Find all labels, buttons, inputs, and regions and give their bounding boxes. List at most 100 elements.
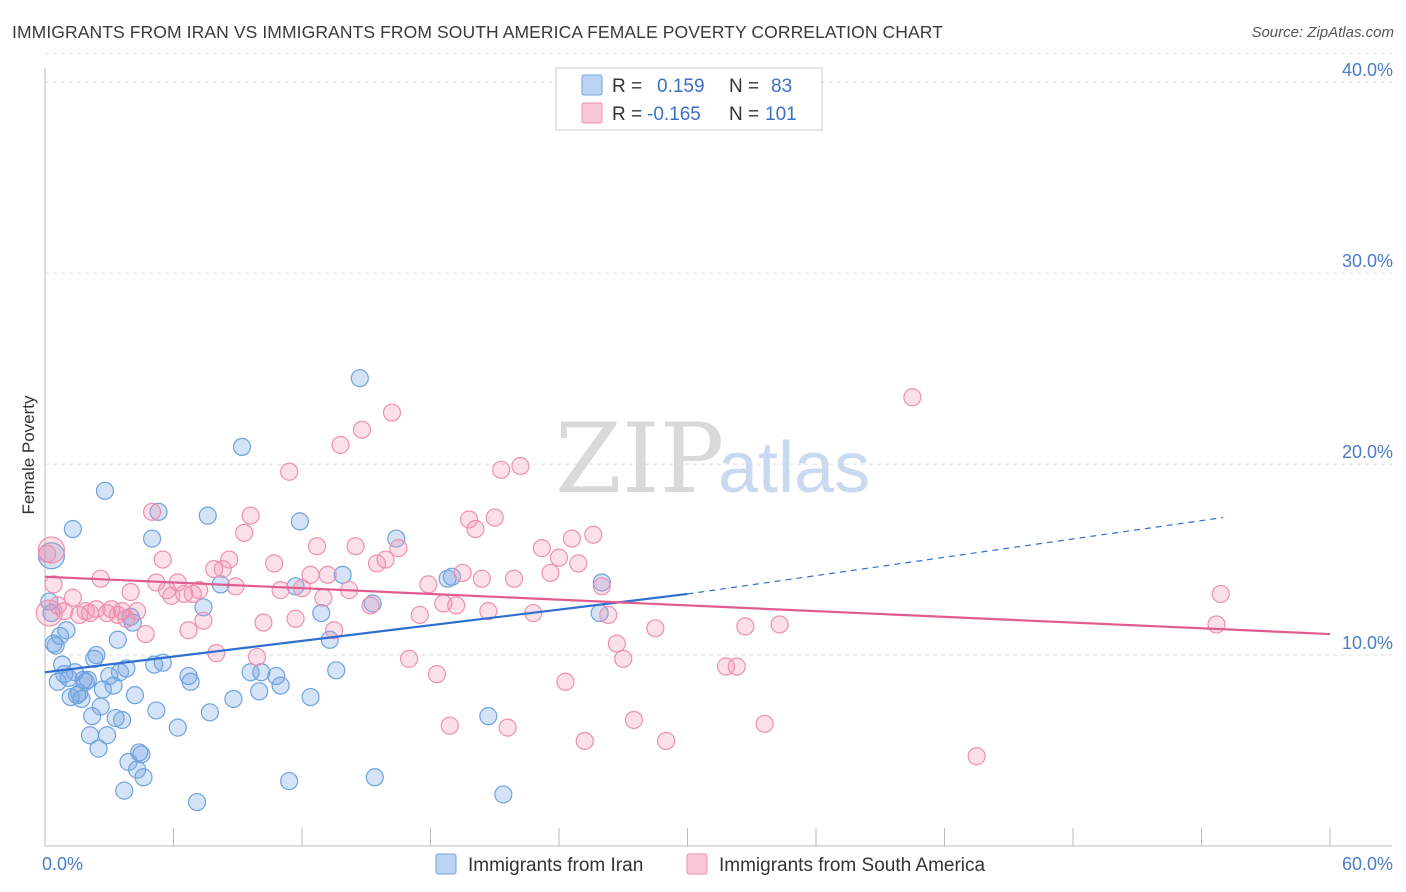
point-iran-72 [333,565,352,584]
point-south-america-17 [136,624,155,644]
legend-n-label-iran: N = [729,76,759,97]
point-south-america-63 [447,596,466,615]
trend-line-iran [44,592,688,674]
axes [44,68,1392,847]
point-south-america-37 [254,613,273,632]
point-south-america-68 [479,602,498,621]
point-iran-52 [181,672,200,691]
chart-title: IMMIGRANTS FROM IRAN VS IMMIGRANTS FROM … [12,22,944,42]
point-iran-5 [48,672,67,691]
grid-lines [45,53,1392,656]
point-iran-58 [224,689,243,709]
tick-labels: 10.0% 20.0% 30.0% 40.0% 0.0% 60.0% [42,60,1393,874]
point-south-america-15 [121,582,140,602]
point-iran-43 [132,745,151,764]
point-south-america-60 [427,665,447,684]
point-iran-67 [290,512,309,531]
point-iran-31 [106,708,125,728]
point-south-america-69 [485,508,504,527]
bottom-legend-label-iran: Immigrants from Iran [468,855,643,876]
point-south-america-75 [532,539,551,558]
point-south-america-46 [318,565,337,584]
point-south-america-47 [325,621,344,640]
point-south-america-92 [736,617,755,636]
point-iran-9 [57,621,76,640]
legend-r-value-iran: 0.159 [657,76,705,97]
legend-r-label-south-america: R = [612,104,642,125]
point-iran-48 [149,502,168,521]
point-iran-53 [187,792,207,812]
point-iran-27 [95,481,115,500]
point-south-america-39 [271,581,290,600]
point-iran-25 [91,697,110,716]
point-south-america-41 [286,609,305,628]
point-south-america-66 [466,519,485,539]
point-south-america-36 [247,647,267,667]
correlation-legend: R = 0.159 N = 83 R = -0.165 N = 101 [555,67,823,131]
point-south-america-58 [410,605,429,625]
legend-n-value-iran: 83 [771,76,792,97]
point-iran-45 [142,529,162,548]
legend-r-value-south-america: -0.165 [647,104,701,125]
point-iran-19 [78,670,97,689]
point-south-america-18 [142,502,162,521]
point-iran-66 [286,577,305,596]
point-south-america-57 [399,649,419,668]
point-south-america-94 [770,615,789,634]
trend-line-south-america [44,575,1331,636]
point-iran-40 [125,686,145,705]
point-iran-54 [194,598,213,617]
point-iran-65 [280,771,299,791]
point-iran-24 [89,739,108,758]
point-iran-29 [100,666,119,686]
point-iran-34 [112,710,132,730]
point-iran-75 [365,768,384,787]
point-south-america-98 [1211,584,1230,604]
point-south-america-53 [367,554,387,573]
point-south-america-86 [614,649,633,668]
point-south-america-54 [376,550,395,569]
trend-line-iran-extension [687,516,1224,595]
point-south-america-50 [346,537,365,556]
point-south-america-8 [87,600,106,619]
source-label: Source: ZipAtlas.com [1251,24,1394,41]
x-tick-label-1: 60.0% [1342,854,1393,874]
point-south-america-43 [301,565,320,584]
trend-lines [44,516,1331,674]
point-south-america-73 [511,456,530,476]
point-south-america-90 [716,657,736,676]
point-south-america-55 [382,403,402,422]
point-south-america-83 [592,577,611,596]
point-south-america-81 [575,731,594,751]
series-south-america-points [35,388,1230,766]
point-south-america-35 [241,506,260,525]
point-south-america-28 [194,611,213,630]
point-south-america-31 [213,560,232,579]
point-iran-35 [115,781,134,800]
point-south-america-93 [755,714,774,733]
point-south-america-34 [235,523,254,542]
point-iran-44 [134,768,153,787]
point-south-america-38 [265,554,284,573]
point-iran-61 [250,682,269,701]
point-south-america-89 [656,731,676,751]
y-tick-label-2: 30.0% [1342,251,1393,271]
point-south-america-71 [498,718,517,737]
point-iran-47 [147,701,166,720]
point-south-america-76 [541,563,560,583]
watermark: ZIP atlas [555,403,870,515]
point-iran-28 [98,726,117,745]
point-south-america-100 [37,536,66,564]
point-south-america-56 [389,539,408,558]
point-south-america-82 [584,525,603,544]
series-legend: Immigrants from Iran Immigrants from Sou… [435,853,986,876]
point-south-america-70 [492,460,511,479]
point-iran-68 [301,687,320,707]
point-south-america-91 [727,657,746,676]
point-south-america-67 [472,569,491,588]
point-south-america-65 [459,510,479,529]
point-iran-56 [200,703,220,722]
point-south-america-32 [220,550,239,569]
point-south-america-20 [153,550,172,569]
series-iran-points [37,369,611,812]
